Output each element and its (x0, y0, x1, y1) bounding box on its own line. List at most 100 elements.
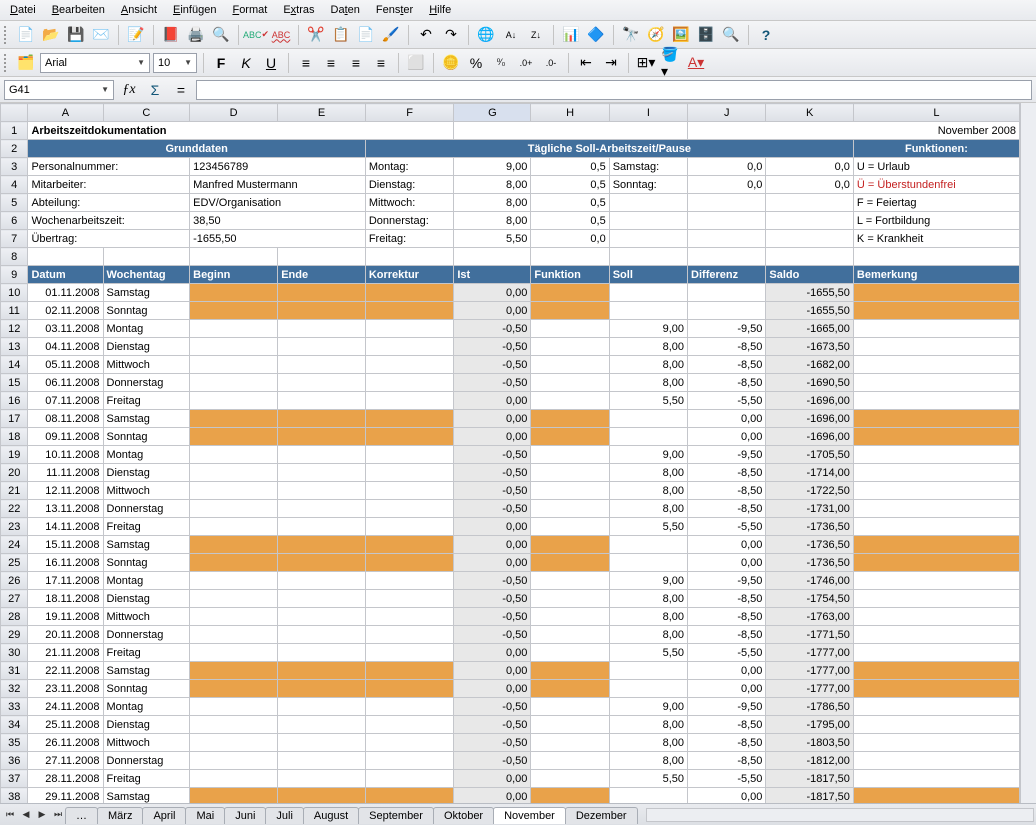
tab-nav-button[interactable]: ⏭ (50, 807, 66, 823)
col-header-E[interactable]: E (278, 104, 366, 122)
percent-button[interactable]: % (465, 52, 487, 74)
preview-button[interactable]: 🔍 (210, 24, 232, 46)
table-row[interactable]: 3526.11.2008Mittwoch-0,508,00-8,50-1803,… (1, 734, 1020, 752)
merge-cells-button[interactable]: ⬜ (405, 52, 427, 74)
chart-button[interactable]: 📊 (560, 24, 582, 46)
italic-button[interactable]: K (235, 52, 257, 74)
vertical-scrollbar[interactable] (1020, 103, 1036, 803)
table-row[interactable]: 1001.11.2008Samstag0,00-1655,50 (1, 284, 1020, 302)
menu-bearbeiten[interactable]: Bearbeiten (46, 2, 111, 18)
col-wochentag[interactable]: Wochentag (103, 266, 190, 284)
menu-fenster[interactable]: Fenster (370, 2, 419, 18)
col-header-G[interactable]: G (454, 104, 531, 122)
formula-input[interactable] (196, 80, 1032, 100)
table-row[interactable]: 1607.11.2008Freitag0,005,50-5,50-1696,00 (1, 392, 1020, 410)
table-row[interactable]: 1708.11.2008Samstag0,000,00-1696,00 (1, 410, 1020, 428)
open-button[interactable]: 📂 (40, 24, 62, 46)
sum-button[interactable]: Σ (144, 79, 166, 101)
new-doc-button[interactable]: 📄 (15, 24, 37, 46)
styles-button[interactable]: 🗂️ (15, 52, 37, 74)
print-button[interactable]: 🖨️ (185, 24, 207, 46)
table-row[interactable]: 2011.11.2008Dienstag-0,508,00-8,50-1714,… (1, 464, 1020, 482)
table-row[interactable]: 2213.11.2008Donnerstag-0,508,00-8,50-173… (1, 500, 1020, 518)
table-row[interactable]: 3223.11.2008Sonntag0,000,00-1777,00 (1, 680, 1020, 698)
align-right-button[interactable]: ≡ (345, 52, 367, 74)
bold-button[interactable]: F (210, 52, 232, 74)
add-decimal-button[interactable]: .0+ (515, 52, 537, 74)
col-datum[interactable]: Datum (28, 266, 103, 284)
redo-button[interactable]: ↷ (440, 24, 462, 46)
col-header-D[interactable]: D (190, 104, 278, 122)
table-row[interactable]: 3728.11.2008Freitag0,005,50-5,50-1817,50 (1, 770, 1020, 788)
table-row[interactable]: 1405.11.2008Mittwoch-0,508,00-8,50-1682,… (1, 356, 1020, 374)
horizontal-scrollbar[interactable] (646, 808, 1034, 822)
mail-button[interactable]: ✉️ (90, 24, 112, 46)
grid-viewport[interactable]: ACDEFGHIJKL1ArbeitszeitdokumentationNove… (0, 103, 1020, 803)
spellcheck-button[interactable]: ABC✔ (245, 24, 267, 46)
grund-label[interactable]: Übertrag: (28, 230, 190, 248)
col-header-A[interactable]: A (28, 104, 103, 122)
col-ist[interactable]: Ist (454, 266, 531, 284)
gallery-button[interactable]: 🖼️ (670, 24, 692, 46)
col-differenz[interactable]: Differenz (688, 266, 766, 284)
col-ende[interactable]: Ende (278, 266, 366, 284)
grund-value[interactable]: 38,50 (190, 212, 366, 230)
format-paintbrush-button[interactable]: 🖌️ (380, 24, 402, 46)
hyperlink-button[interactable]: 🌐 (475, 24, 497, 46)
sheet-tab-dezember[interactable]: Dezember (565, 807, 638, 824)
table-row[interactable]: 2112.11.2008Mittwoch-0,508,00-8,50-1722,… (1, 482, 1020, 500)
col-saldo[interactable]: Saldo (766, 266, 854, 284)
menu-extras[interactable]: Extras (277, 2, 320, 18)
menu-format[interactable]: Format (226, 2, 273, 18)
grund-label[interactable]: Abteilung: (28, 194, 190, 212)
help-button[interactable]: ? (755, 24, 777, 46)
table-row[interactable]: 1910.11.2008Montag-0,509,00-9,50-1705,50 (1, 446, 1020, 464)
fontcolor-button[interactable]: A▾ (685, 52, 707, 74)
table-row[interactable]: 3425.11.2008Dienstag-0,508,00-8,50-1795,… (1, 716, 1020, 734)
menu-ansicht[interactable]: Ansicht (115, 2, 163, 18)
sheet-tab-juli[interactable]: Juli (265, 807, 304, 824)
col-korrektur[interactable]: Korrektur (365, 266, 454, 284)
sort-desc-button[interactable]: Z↓ (525, 24, 547, 46)
toolbar-handle[interactable] (4, 26, 8, 44)
sort-asc-button[interactable]: A↓ (500, 24, 522, 46)
col-header-F[interactable]: F (365, 104, 454, 122)
grund-value[interactable]: EDV/Organisation (190, 194, 366, 212)
function-wizard-button[interactable]: ƒx (118, 79, 140, 101)
align-justify-button[interactable]: ≡ (370, 52, 392, 74)
sheet-tab-november[interactable]: November (493, 807, 566, 824)
col-bemerkung[interactable]: Bemerkung (853, 266, 1019, 284)
font-name-combo[interactable]: Arial ▼ (40, 53, 150, 73)
sheet-tab-juni[interactable]: Juni (224, 807, 266, 824)
table-row[interactable]: 1809.11.2008Sonntag0,000,00-1696,00 (1, 428, 1020, 446)
col-header-I[interactable]: I (609, 104, 687, 122)
table-row[interactable]: 3627.11.2008Donnerstag-0,508,00-8,50-181… (1, 752, 1020, 770)
decrease-indent-button[interactable]: ⇤ (575, 52, 597, 74)
table-row[interactable]: 1506.11.2008Donnerstag-0,508,00-8,50-169… (1, 374, 1020, 392)
edit-doc-button[interactable]: 📝 (125, 24, 147, 46)
menu-einfügen[interactable]: Einfügen (167, 2, 222, 18)
table-row[interactable]: 2819.11.2008Mittwoch-0,508,00-8,50-1763,… (1, 608, 1020, 626)
table-row[interactable]: 1304.11.2008Dienstag-0,508,00-8,50-1673,… (1, 338, 1020, 356)
show-draw-button[interactable]: 🔷 (585, 24, 607, 46)
col-beginn[interactable]: Beginn (190, 266, 278, 284)
table-row[interactable]: 2516.11.2008Sonntag0,000,00-1736,50 (1, 554, 1020, 572)
sheet-tab-märz[interactable]: März (97, 807, 143, 824)
col-header-C[interactable]: C (103, 104, 190, 122)
name-box[interactable]: G41 ▼ (4, 80, 114, 100)
table-row[interactable]: 1102.11.2008Sonntag0,00-1655,50 (1, 302, 1020, 320)
bgcolor-button[interactable]: 🪣▾ (660, 52, 682, 74)
sheet-tab-oktober[interactable]: Oktober (433, 807, 494, 824)
col-header-H[interactable]: H (531, 104, 609, 122)
copy-button[interactable]: 📋 (330, 24, 352, 46)
col-funktion[interactable]: Funktion (531, 266, 609, 284)
sheet-tab-august[interactable]: August (303, 807, 359, 824)
sheet-tab-mai[interactable]: Mai (185, 807, 225, 824)
col-header-K[interactable]: K (766, 104, 854, 122)
table-row[interactable]: 2617.11.2008Montag-0,509,00-9,50-1746,00 (1, 572, 1020, 590)
table-row[interactable]: 3122.11.2008Samstag0,000,00-1777,00 (1, 662, 1020, 680)
cut-button[interactable]: ✂️ (305, 24, 327, 46)
grund-value[interactable]: Manfred Mustermann (190, 176, 366, 194)
grund-value[interactable]: 123456789 (190, 158, 366, 176)
export-pdf-button[interactable]: 📕 (160, 24, 182, 46)
